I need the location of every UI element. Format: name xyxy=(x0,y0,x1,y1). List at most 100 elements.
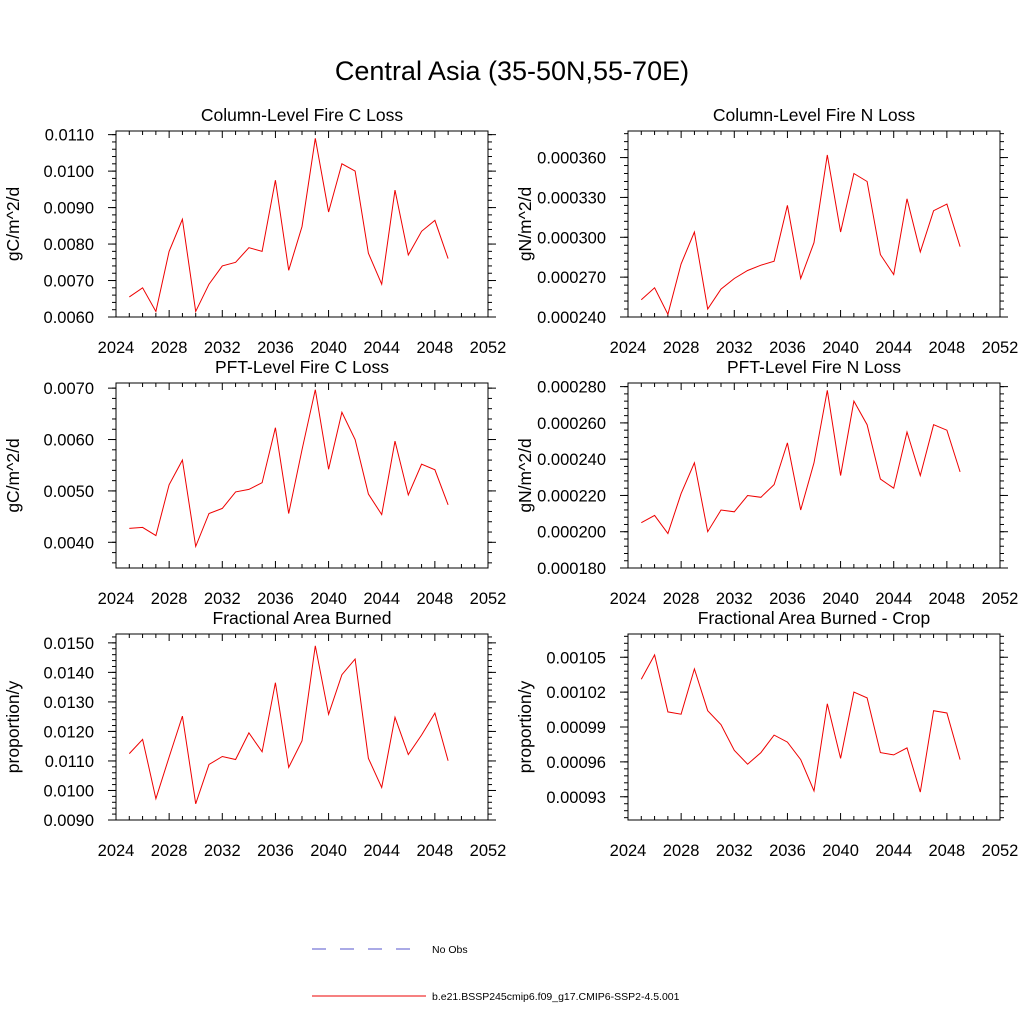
plot-frame xyxy=(115,633,489,821)
y-tick-label: 0.000360 xyxy=(537,150,606,168)
x-tick-label: 2036 xyxy=(257,842,294,860)
y-tick-label: 0.000300 xyxy=(537,229,606,247)
y-tick-label: 0.0130 xyxy=(44,694,94,712)
series-line xyxy=(640,154,961,316)
y-tick-label: 0.0100 xyxy=(44,163,94,181)
y-axis-label: proportion/y xyxy=(3,681,23,774)
x-tick-label: 2028 xyxy=(151,590,188,608)
y-axis-label: gN/m^2/d xyxy=(515,438,535,512)
x-tick-label: 2040 xyxy=(822,590,859,608)
y-tick-label: 0.000220 xyxy=(537,487,606,505)
y-tick-label: 0.0060 xyxy=(44,309,94,327)
y-tick-label: 0.000260 xyxy=(537,415,606,433)
chart-panel-4: 2024 2028 2032 2036 2040 2044 2048 2052 0.000180… xyxy=(515,357,1018,608)
x-tick-label: 2032 xyxy=(716,339,753,357)
y-tick-label: 0.0120 xyxy=(44,723,94,741)
x-tick-label: 2032 xyxy=(204,590,241,608)
plot-frame xyxy=(115,382,489,569)
series-line xyxy=(640,653,961,793)
panel-title: PFT-Level Fire C Loss xyxy=(215,357,389,377)
x-tick-label: 2044 xyxy=(875,590,912,608)
x-tick-label: 2048 xyxy=(416,842,453,860)
y-tick-label: 0.000240 xyxy=(537,451,606,469)
chart-panel-1: 2024 2028 2032 2036 2040 2044 2048 2052 0.0060 0.… xyxy=(3,105,506,357)
plot-frame xyxy=(627,130,1001,318)
legend-label-obs: No Obs xyxy=(432,944,468,956)
y-tick-label: 0.0070 xyxy=(44,380,94,398)
y-tick-label: 0.0050 xyxy=(44,483,94,501)
x-tick-label: 2044 xyxy=(363,842,400,860)
x-tick-label: 2052 xyxy=(470,339,507,357)
y-tick-label: 0.000180 xyxy=(537,560,606,578)
x-tick-label: 2032 xyxy=(716,590,753,608)
x-tick-label: 2044 xyxy=(875,842,912,860)
y-tick-label: 0.0140 xyxy=(44,664,94,682)
x-tick-label: 2040 xyxy=(310,590,347,608)
x-tick-label: 2024 xyxy=(610,842,647,860)
y-tick-label: 0.0060 xyxy=(44,432,94,450)
x-tick-label: 2040 xyxy=(822,339,859,357)
x-tick-label: 2040 xyxy=(822,842,859,860)
series-line xyxy=(129,138,449,314)
x-tick-label: 2032 xyxy=(204,842,241,860)
x-tick-label: 2044 xyxy=(363,339,400,357)
x-tick-label: 2044 xyxy=(875,339,912,357)
y-tick-label: 0.00093 xyxy=(546,789,606,807)
x-tick-label: 2028 xyxy=(151,339,188,357)
y-tick-label: 0.0090 xyxy=(44,812,94,830)
panel-title: Fractional Area Burned xyxy=(213,608,392,628)
y-tick-label: 0.0110 xyxy=(45,127,94,145)
y-axis-label: gC/m^2/d xyxy=(3,187,23,261)
series-line xyxy=(128,645,449,804)
plot-frame xyxy=(627,382,1001,569)
y-tick-label: 0.00096 xyxy=(546,754,606,772)
y-axis-label: gN/m^2/d xyxy=(515,187,535,261)
x-tick-label: 2048 xyxy=(928,590,965,608)
x-tick-label: 2036 xyxy=(257,339,294,357)
chart-panel-5: 2024 2028 2032 2036 2040 2044 2048 2052 0.0090 0.… xyxy=(3,608,506,860)
x-tick-label: 2052 xyxy=(470,590,507,608)
x-tick-label: 2040 xyxy=(310,842,347,860)
chart-panel-2: 2024 2028 2032 2036 2040 2044 2048 2052 0.000240… xyxy=(515,105,1018,357)
y-tick-label: 0.000270 xyxy=(537,269,606,287)
x-tick-label: 2052 xyxy=(470,842,507,860)
series-line xyxy=(641,390,961,535)
page-title: Central Asia (35-50N,55-70E) xyxy=(334,56,690,86)
x-tick-label: 2052 xyxy=(982,842,1019,860)
x-tick-label: 2028 xyxy=(663,590,700,608)
y-tick-label: 0.000280 xyxy=(537,379,606,397)
y-tick-label: 0.0080 xyxy=(44,236,94,254)
y-tick-label: 0.00099 xyxy=(546,719,606,737)
x-tick-label: 2048 xyxy=(416,590,453,608)
series-line xyxy=(129,389,449,549)
y-tick-label: 0.0150 xyxy=(44,635,94,653)
x-tick-label: 2032 xyxy=(716,842,753,860)
y-tick-label: 0.000240 xyxy=(537,309,606,327)
x-tick-label: 2024 xyxy=(98,339,135,357)
y-tick-label: 0.000200 xyxy=(537,524,606,542)
x-tick-label: 2044 xyxy=(363,590,400,608)
x-tick-label: 2036 xyxy=(769,590,806,608)
y-tick-label: 0.0110 xyxy=(45,753,94,771)
panel-title: Column-Level Fire N Loss xyxy=(713,105,916,125)
x-tick-label: 2024 xyxy=(98,590,135,608)
x-tick-label: 2028 xyxy=(663,339,700,357)
legend-label-model: b.e21.BSSP245cmip6.f09_g17.CMIP6-SSP2-4.… xyxy=(432,991,680,1003)
y-tick-label: 0.00102 xyxy=(546,684,606,702)
x-tick-label: 2028 xyxy=(663,842,700,860)
y-axis-label: gC/m^2/d xyxy=(3,438,23,512)
x-tick-label: 2048 xyxy=(928,339,965,357)
panel-title: Column-Level Fire C Loss xyxy=(201,105,404,125)
x-tick-label: 2036 xyxy=(769,339,806,357)
x-tick-label: 2052 xyxy=(982,590,1019,608)
y-axis-label: proportion/y xyxy=(515,681,535,774)
x-tick-label: 2052 xyxy=(982,339,1019,357)
x-tick-label: 2024 xyxy=(610,590,647,608)
y-tick-label: 0.0100 xyxy=(44,782,94,800)
panel-title: Fractional Area Burned - Crop xyxy=(698,608,930,628)
x-tick-label: 2040 xyxy=(310,339,347,357)
x-tick-label: 2036 xyxy=(769,842,806,860)
x-tick-label: 2048 xyxy=(928,842,965,860)
y-tick-label: 0.000330 xyxy=(537,189,606,207)
